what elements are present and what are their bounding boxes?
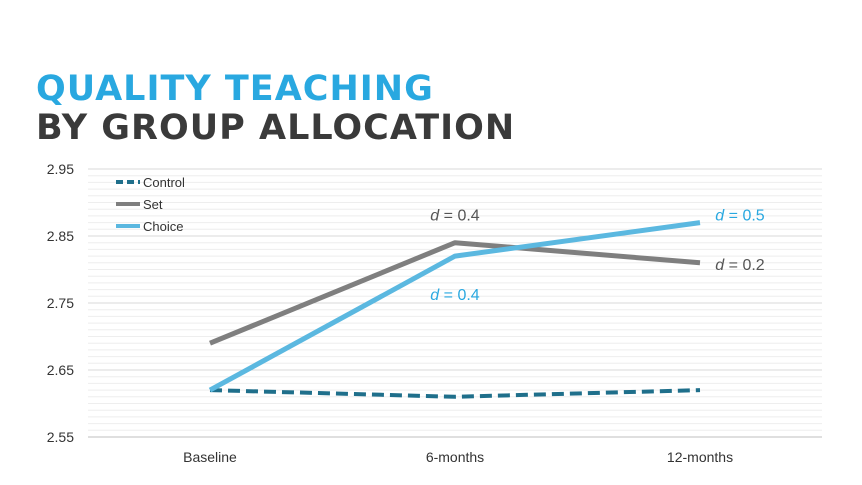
x-tick-label: Baseline: [183, 449, 237, 465]
legend-label-set: Set: [143, 197, 163, 212]
y-tick-label: 2.75: [47, 295, 74, 311]
y-tick-label: 2.65: [47, 362, 74, 378]
axis-labels: 2.55 2.65 2.75 2.85 2.95 Baseline 6-months 12-m…: [47, 161, 733, 465]
y-tick-label: 2.55: [47, 429, 74, 445]
annotation-value: = 0.5: [724, 208, 765, 225]
annotation-effect-size: d = 0.4: [430, 287, 479, 304]
title-line-2: BY GROUP ALLOCATION: [36, 108, 516, 148]
y-tick-label: 2.85: [47, 228, 74, 244]
series-line-set: [209, 240, 701, 346]
annotation-value: = 0.2: [724, 257, 765, 274]
annotation-effect-size: d = 0.4: [430, 208, 479, 225]
annotation-d: d: [430, 287, 440, 304]
x-tick-label: 6-months: [426, 449, 484, 465]
annotation-effect-size: d = 0.2: [715, 257, 764, 274]
annotation-value: = 0.4: [439, 208, 480, 225]
annotation-d: d: [430, 208, 440, 225]
series-line-control: [209, 388, 701, 399]
annotation-d: d: [715, 257, 725, 274]
x-tick-label: 12-months: [667, 449, 733, 465]
effect-size-annotations: d = 0.4d = 0.4d = 0.5d = 0.2: [430, 208, 764, 305]
series-line-choice: [208, 220, 701, 393]
annotation-effect-size: d = 0.5: [715, 208, 764, 225]
y-tick-label: 2.95: [47, 161, 74, 177]
chart-title: QUALITY TEACHING BY GROUP ALLOCATION: [36, 70, 515, 148]
title-line-1: QUALITY TEACHING: [36, 69, 434, 109]
annotation-d: d: [715, 208, 725, 225]
legend: Control Set Choice: [116, 175, 185, 234]
annotation-value: = 0.4: [439, 287, 480, 304]
legend-label-choice: Choice: [143, 219, 183, 234]
legend-label-control: Control: [143, 175, 185, 190]
series-lines: [208, 220, 701, 399]
